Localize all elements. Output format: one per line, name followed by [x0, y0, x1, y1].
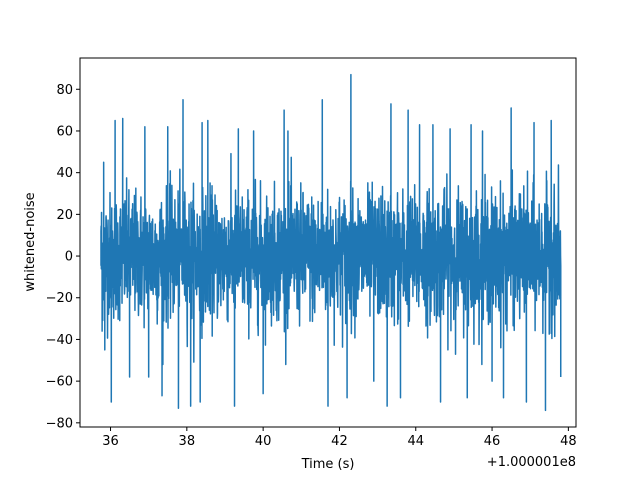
y-tick-label: −40: [46, 333, 73, 348]
x-tick-label: 42: [331, 434, 348, 449]
y-tick-label: 40: [56, 166, 73, 181]
x-tick-label: 38: [179, 434, 196, 449]
y-axis-label: whitened-noise: [23, 192, 38, 291]
series-layer: [100, 73, 562, 412]
x-axis-label: Time (s): [301, 457, 355, 472]
series-line-whitened-noise: [100, 73, 562, 412]
y-axis-ticks: −80 −60 −40 −20 0 20 40 60 80: [46, 83, 80, 431]
y-tick-label: 0: [65, 250, 73, 265]
x-tick-label: 36: [102, 434, 119, 449]
x-offset-label: +1.000001e8: [487, 455, 576, 470]
y-tick-label: 80: [56, 83, 73, 98]
y-tick-label: −20: [46, 291, 73, 306]
y-tick-label: −80: [46, 416, 73, 431]
plot-area: [79, 57, 577, 428]
x-tick-label: 46: [484, 434, 501, 449]
y-tick-label: −60: [46, 375, 73, 390]
axes-frame: [79, 57, 577, 428]
x-axis-ticks: 36 38 40 42 44 46 48: [102, 427, 577, 449]
y-tick-label: 60: [56, 124, 73, 139]
x-tick-label: 40: [255, 434, 272, 449]
y-tick-label: 20: [56, 208, 73, 223]
x-tick-label: 44: [407, 434, 424, 449]
x-tick-label: 48: [560, 434, 577, 449]
